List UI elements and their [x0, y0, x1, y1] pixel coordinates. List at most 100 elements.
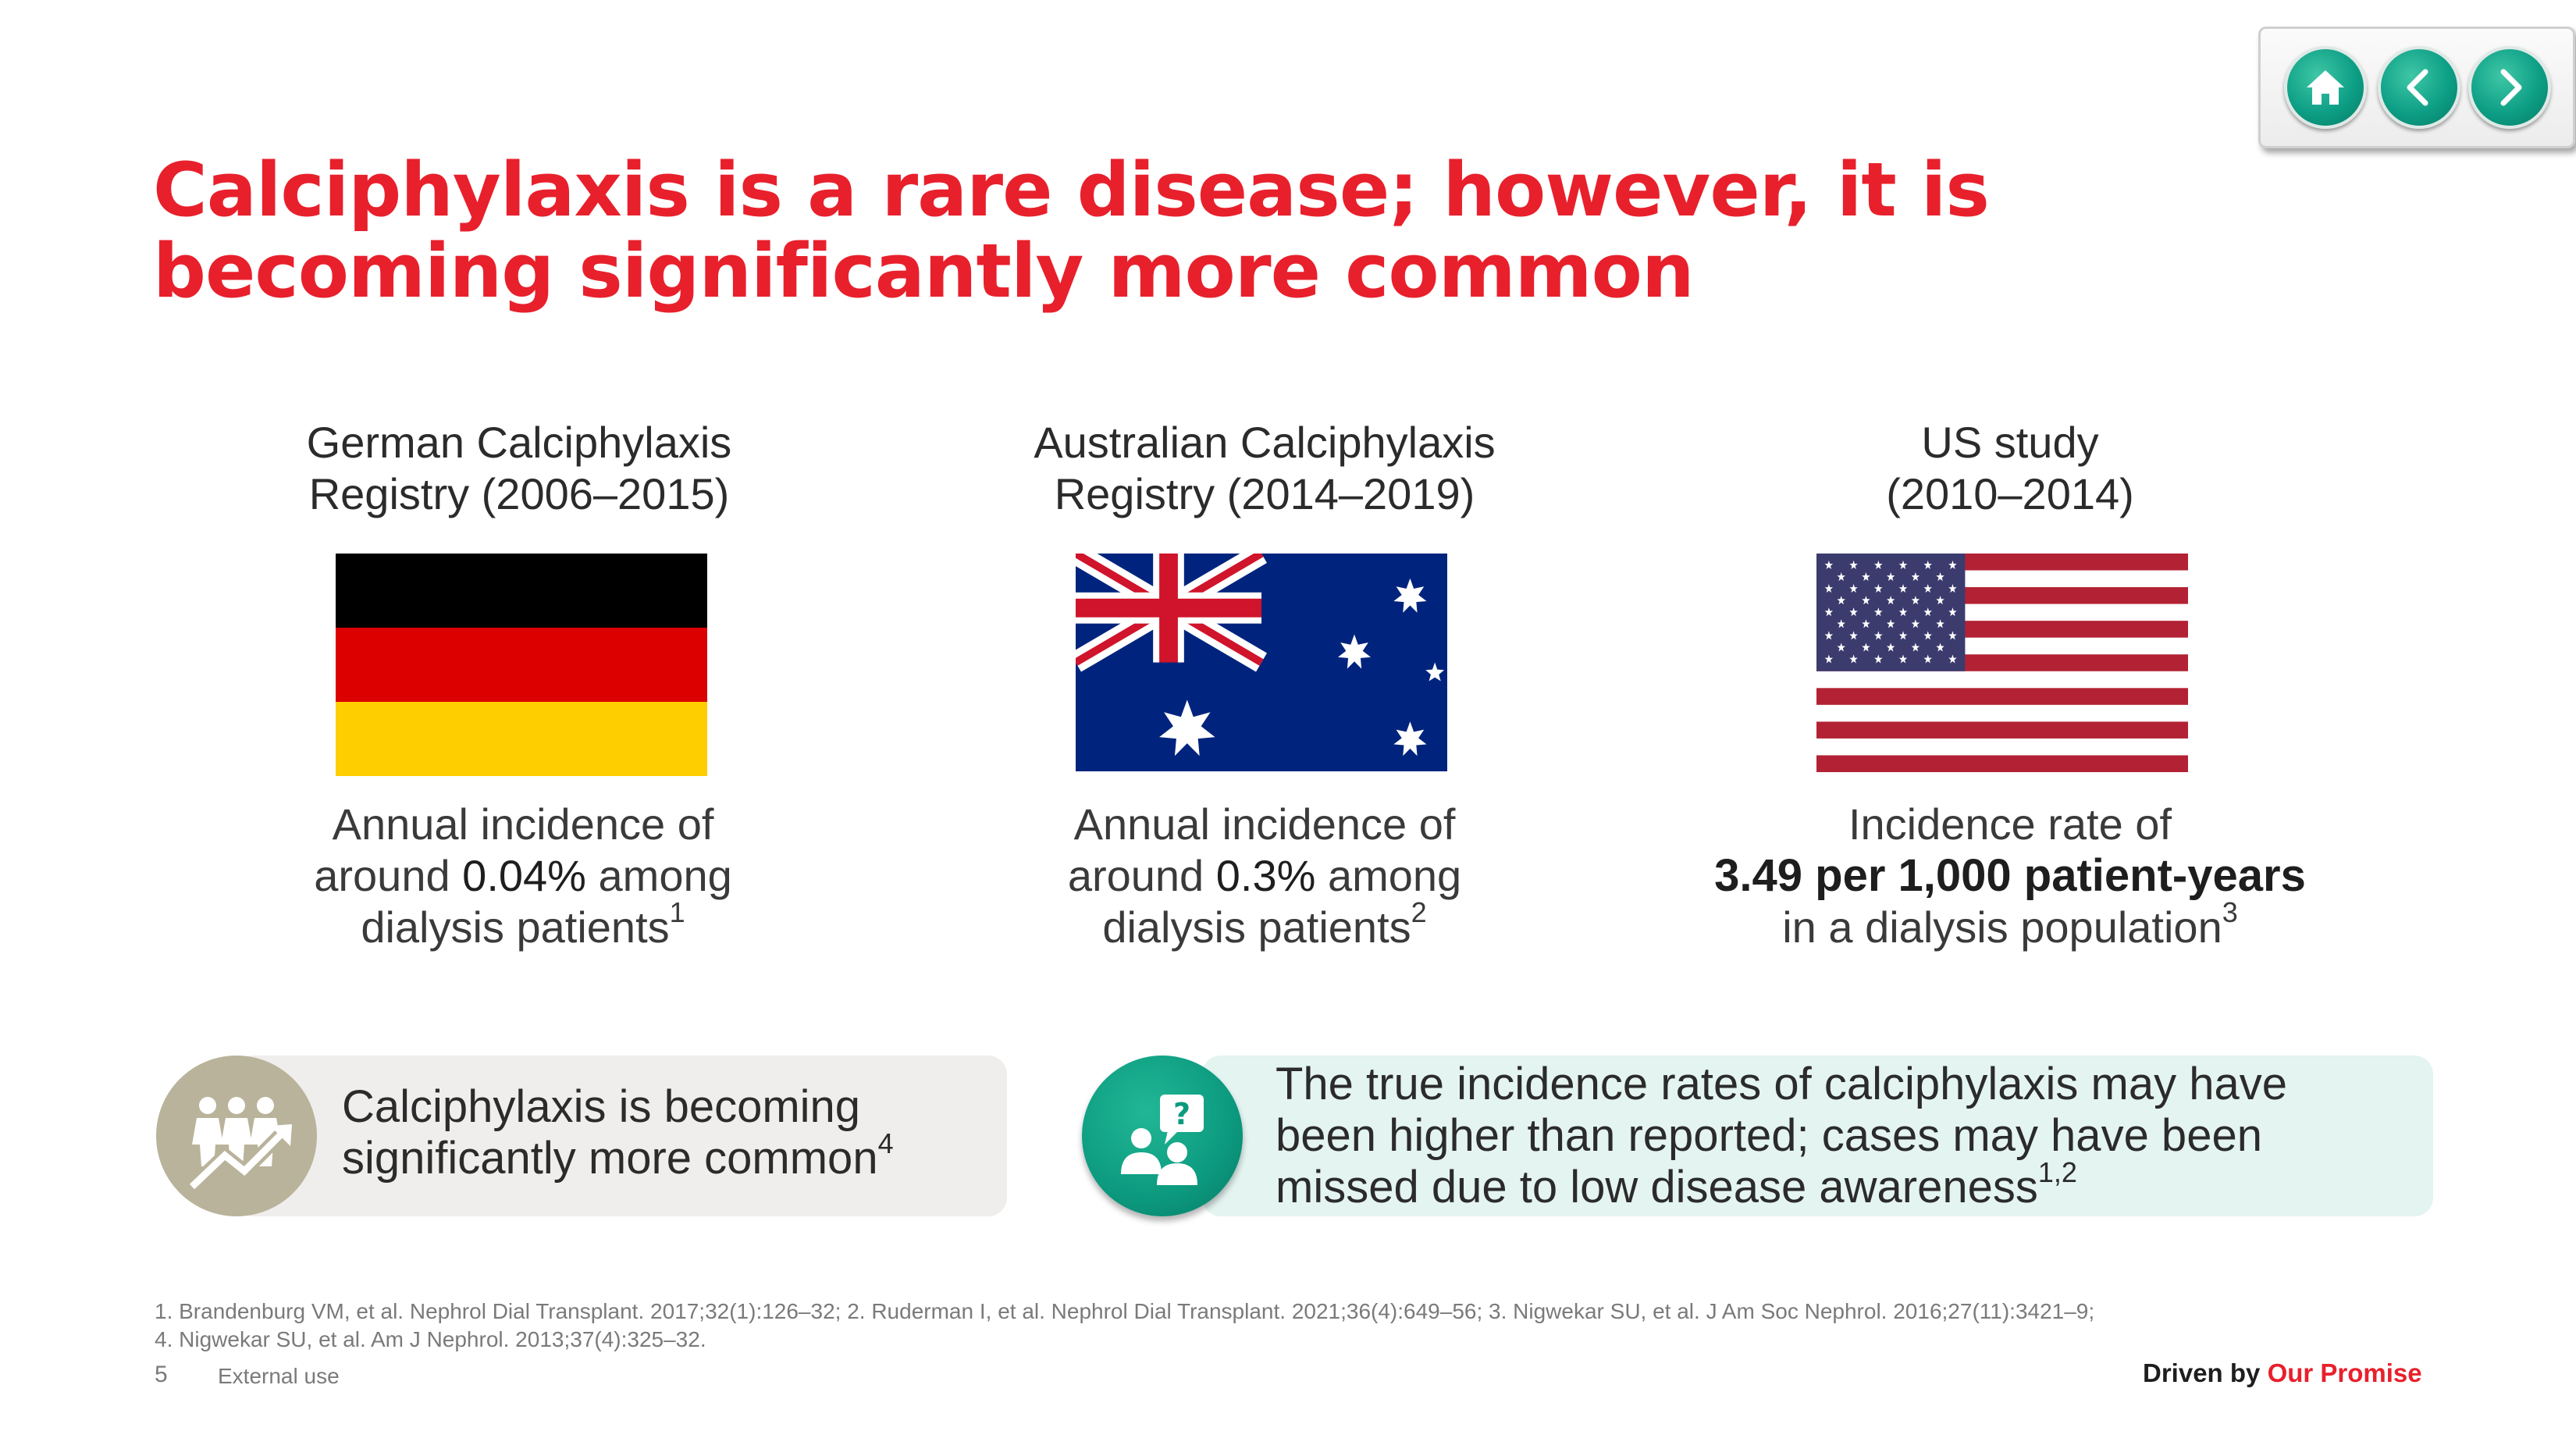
- germany-flag: [336, 554, 707, 776]
- flag-star: [1824, 631, 1834, 640]
- flag-star: [1898, 631, 1908, 640]
- flag-star: [1936, 619, 1944, 628]
- german-registry-heading: German Calciphylaxis Registry (2006–2015…: [222, 417, 816, 520]
- heading-line: German Calciphylaxis: [306, 418, 732, 467]
- reference-marker: 4: [877, 1127, 894, 1159]
- desc-text: dialysis patients: [361, 903, 670, 952]
- australia-flag: [1076, 554, 1447, 771]
- desc-text: around: [314, 851, 463, 900]
- slide-title: Calciphylaxis is a rare disease; however…: [153, 148, 1990, 315]
- flag-star: [1874, 607, 1883, 617]
- heading-line: (2010–2014): [1886, 469, 2134, 518]
- desc-line: Incidence rate of: [1848, 799, 2172, 849]
- reference-marker: 3: [2222, 896, 2238, 929]
- flag-star: [1849, 654, 1858, 664]
- next-slide-button[interactable]: [2468, 46, 2551, 129]
- flag-star: [1886, 571, 1895, 582]
- callout-line: The true incidence rates of calciphylaxi…: [1276, 1059, 2287, 1109]
- incidence-value: 0.3%: [1215, 851, 1316, 900]
- tagline-prefix: Driven by: [2143, 1358, 2268, 1387]
- people-growth-icon: [156, 1056, 317, 1216]
- callout-line: been higher than reported; cases may hav…: [1276, 1110, 2262, 1161]
- us-incidence-text: Incidence rate of 3.49 per 1,000 patient…: [1436, 799, 2576, 953]
- heading-line: US study: [1921, 418, 2099, 467]
- references: 1. Brandenburg VM, et al. Nephrol Dial T…: [155, 1298, 2418, 1354]
- flag-star: [1824, 607, 1834, 617]
- flag-star: [1862, 619, 1870, 628]
- flag-star: [1874, 631, 1883, 640]
- reference-marker: 1: [669, 896, 685, 929]
- australian-incidence-text: Annual incidence of around 0.3% among di…: [968, 799, 1561, 953]
- home-button[interactable]: [2284, 46, 2367, 129]
- us-study-heading: US study (2010–2014): [1713, 417, 2307, 520]
- svg-text:?: ?: [1173, 1097, 1190, 1131]
- question-people-icon-graphic: ?: [1121, 1095, 1204, 1185]
- desc-line: Annual incidence of: [332, 799, 714, 849]
- flag-star: [1948, 584, 1957, 593]
- flag-star: [1862, 643, 1870, 652]
- desc-line: dialysis patients2: [968, 899, 1561, 953]
- flag-star: [1923, 560, 1932, 570]
- reference-line: 4. Nigwekar SU, et al. Am J Nephrol. 201…: [155, 1327, 706, 1351]
- desc-text: in a dialysis population: [1782, 903, 2222, 952]
- heading-line: Registry (2014–2019): [1054, 469, 1475, 518]
- incidence-value: 0.04%: [462, 851, 586, 900]
- flag-star: [1862, 596, 1870, 605]
- callout-line: Calciphylaxis is becoming: [342, 1081, 861, 1132]
- flag-star: [1837, 643, 1845, 652]
- flag-star: [1936, 596, 1944, 605]
- desc-line: in a dialysis population3: [1436, 899, 2576, 953]
- flag-star: [1923, 654, 1932, 664]
- flag-star: [1936, 643, 1944, 652]
- australian-registry-heading: Australian Calciphylaxis Registry (2014–…: [968, 417, 1561, 520]
- flag-star: [1874, 654, 1883, 664]
- flag-star: [1886, 619, 1895, 628]
- flag-star: [1849, 560, 1858, 570]
- desc-line: Annual incidence of: [1073, 799, 1456, 849]
- flag-star: [1948, 654, 1957, 664]
- flag-star: [1837, 619, 1845, 628]
- usa-flag: [1816, 554, 2188, 772]
- desc-line: around 0.04% among: [226, 850, 820, 902]
- flag-star: [1923, 631, 1932, 640]
- desc-text: among: [585, 851, 732, 900]
- flag-star: [1948, 607, 1957, 617]
- flag-star: [1837, 571, 1845, 582]
- classification-label: External use: [218, 1364, 340, 1388]
- flag-star: [1824, 584, 1834, 593]
- people-growth-icon-graphic: [187, 1097, 292, 1192]
- flag-star: [1936, 571, 1944, 582]
- callout-line: significantly more common4: [342, 1129, 894, 1184]
- flag-star: [1898, 560, 1908, 570]
- callout-becoming-common: [234, 1056, 1007, 1216]
- callout-text-span: significantly more common: [342, 1133, 878, 1184]
- chevron-left-icon: [2407, 69, 2428, 106]
- flag-star: [1849, 584, 1858, 593]
- flag-star: [1824, 654, 1834, 664]
- flag-star: [1886, 643, 1895, 652]
- navigation-panel: [2258, 27, 2575, 148]
- flag-star: [1923, 607, 1932, 617]
- flag-star: [1862, 571, 1870, 582]
- desc-text: around: [1067, 851, 1216, 900]
- callout-line: missed due to low disease awareness1,2: [1276, 1158, 2287, 1213]
- flag-star: [1849, 607, 1858, 617]
- flag-star: [1948, 560, 1957, 570]
- flag-star: [1874, 584, 1883, 593]
- previous-slide-button[interactable]: [2378, 46, 2460, 129]
- page-number: 5: [155, 1362, 168, 1387]
- desc-line: around 0.3% among: [968, 850, 1561, 902]
- chevron-right-icon: [2500, 69, 2522, 106]
- flag-star: [1886, 596, 1895, 605]
- heading-line: Registry (2006–2015): [308, 469, 730, 518]
- reference-line: 1. Brandenburg VM, et al. Nephrol Dial T…: [155, 1299, 2095, 1323]
- flag-star: [1948, 631, 1957, 640]
- flag-star: [1849, 631, 1858, 640]
- flag-star: [1923, 584, 1932, 593]
- flag-star: [1911, 643, 1920, 652]
- flag-star: [1911, 571, 1920, 582]
- callout-right-text: The true incidence rates of calciphylaxi…: [1276, 1059, 2287, 1213]
- flag-star: [1911, 619, 1920, 628]
- flag-star: [1824, 560, 1834, 570]
- callout-left-text: Calciphylaxis is becoming significantly …: [342, 1081, 894, 1184]
